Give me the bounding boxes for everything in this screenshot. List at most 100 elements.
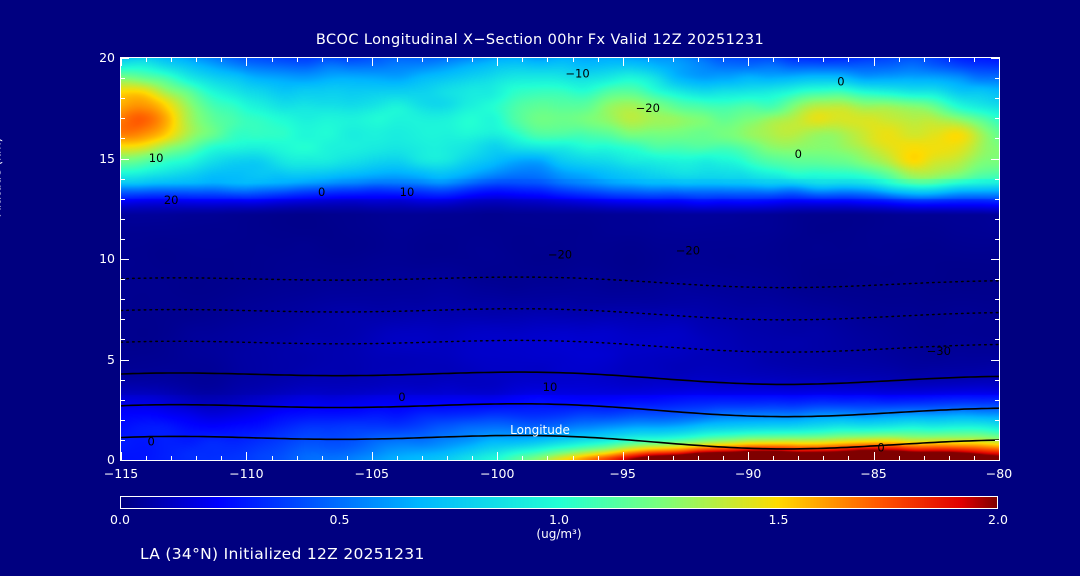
- y-axis-minor-tick-right: [995, 98, 999, 100]
- y-axis-minor-tick: [121, 178, 125, 180]
- y-axis-minor-tick: [121, 218, 125, 220]
- y-axis-minor-tick-right: [995, 178, 999, 180]
- contour-label: −20: [636, 101, 660, 115]
- x-axis-major-tick-top: [497, 58, 499, 66]
- x-axis-major-tick: [497, 452, 499, 460]
- x-axis-minor-tick-top: [697, 58, 699, 62]
- y-axis-minor-tick: [121, 379, 125, 381]
- x-axis-minor-tick: [923, 456, 925, 460]
- contour-label: −30: [927, 344, 951, 358]
- y-axis-major-tick-right: [991, 460, 999, 461]
- x-axis-major-tick-top: [246, 58, 248, 66]
- x-axis-minor-tick-top: [572, 58, 574, 62]
- x-axis-minor-tick-top: [396, 58, 398, 62]
- x-axis-minor-tick: [672, 456, 674, 460]
- y-axis-minor-tick: [121, 319, 125, 321]
- contour-label: 0: [398, 390, 405, 404]
- x-axis-minor-tick: [798, 456, 800, 460]
- contour-field-canvas: [121, 58, 999, 460]
- x-axis-minor-tick: [898, 456, 900, 460]
- x-axis-minor-tick: [522, 456, 524, 460]
- x-axis-minor-tick: [447, 456, 449, 460]
- x-axis-minor-tick-top: [221, 58, 223, 62]
- x-axis-tick-label: −90: [734, 466, 762, 481]
- y-axis-minor-tick-right: [995, 339, 999, 341]
- y-axis-minor-tick: [121, 118, 125, 120]
- y-axis-minor-tick-right: [995, 399, 999, 401]
- x-axis-minor-tick-top: [723, 58, 725, 62]
- x-axis-minor-tick: [296, 456, 298, 460]
- x-axis-minor-tick-top: [447, 58, 449, 62]
- x-axis-minor-tick-top: [321, 58, 323, 62]
- x-axis-minor-tick: [597, 456, 599, 460]
- x-axis-minor-tick-top: [196, 58, 198, 62]
- x-axis-minor-tick: [472, 456, 474, 460]
- y-axis-minor-tick: [121, 399, 125, 401]
- x-axis-minor-tick: [271, 456, 273, 460]
- page-title: BCOC Longitudinal X−Section 00hr Fx Vali…: [315, 32, 765, 48]
- y-axis-tick-label: 10: [99, 251, 115, 266]
- x-axis-minor-tick: [572, 456, 574, 460]
- x-axis-minor-tick: [773, 456, 775, 460]
- y-axis-minor-tick: [121, 138, 125, 140]
- x-axis-tick-label: −85: [860, 466, 887, 481]
- x-axis-minor-tick-top: [923, 58, 925, 62]
- y-axis-minor-tick-right: [995, 118, 999, 120]
- contour-label: 10: [543, 380, 558, 394]
- x-axis-minor-tick: [196, 456, 198, 460]
- x-axis-minor-tick: [973, 456, 975, 460]
- x-axis-tick-label: −95: [609, 466, 636, 481]
- x-axis-minor-tick: [697, 456, 699, 460]
- x-axis-minor-tick-top: [898, 58, 900, 62]
- x-axis-minor-tick-top: [522, 58, 524, 62]
- y-axis-tick-label: 15: [99, 150, 115, 166]
- contour-label: −20: [676, 243, 700, 257]
- contour-label: 0: [147, 434, 154, 448]
- y-axis-minor-tick-right: [995, 198, 999, 200]
- x-axis-minor-tick-top: [798, 58, 800, 62]
- x-axis-minor-tick: [146, 456, 148, 460]
- contour-label: 0: [877, 440, 884, 454]
- colorbar-tick-label: 2.0: [988, 512, 1008, 527]
- contour-label: 10: [149, 151, 164, 165]
- x-axis-minor-tick: [221, 456, 223, 460]
- x-axis-minor-tick-top: [171, 58, 173, 62]
- x-axis-major-tick: [121, 452, 122, 460]
- y-axis-major-tick: [121, 359, 129, 361]
- x-axis-tick-label: −100: [480, 466, 515, 481]
- y-axis-minor-tick: [121, 439, 125, 441]
- x-axis-minor-tick-top: [948, 58, 950, 62]
- y-axis-minor-tick: [121, 238, 125, 240]
- x-axis-tick-label: −80: [985, 466, 1013, 481]
- y-axis-major-tick-right: [991, 158, 999, 160]
- x-axis-major-tick: [748, 452, 750, 460]
- y-axis-minor-tick: [121, 419, 125, 421]
- x-axis-major-tick: [246, 452, 248, 460]
- x-axis-minor-tick-top: [472, 58, 474, 62]
- x-axis-minor-tick: [422, 456, 424, 460]
- x-axis-minor-tick-top: [848, 58, 850, 62]
- x-axis-minor-tick-top: [672, 58, 674, 62]
- y-axis-tick-label: 0: [107, 452, 115, 467]
- x-axis-minor-tick-top: [296, 58, 298, 62]
- y-axis-major-tick: [121, 58, 129, 59]
- y-axis-major-tick-right: [991, 259, 999, 260]
- colorbar-tick-label: 1.0: [549, 512, 569, 527]
- y-axis-major-tick-right: [991, 359, 999, 361]
- x-axis-tick-label: −105: [354, 466, 390, 481]
- colorbar-gradient: [121, 497, 997, 508]
- y-axis-minor-tick: [121, 198, 125, 200]
- contour-label: 20: [164, 193, 179, 207]
- x-axis-minor-tick: [647, 456, 649, 460]
- y-axis-minor-tick-right: [995, 218, 999, 220]
- colorbar-tick-label: 1.5: [768, 512, 789, 527]
- y-axis-major-tick: [121, 158, 129, 160]
- x-axis-minor-tick-top: [773, 58, 775, 62]
- x-axis-label: Longitude: [510, 423, 570, 437]
- y-axis-minor-tick-right: [995, 238, 999, 240]
- x-axis-major-tick: [873, 452, 875, 460]
- x-axis-minor-tick-top: [547, 58, 549, 62]
- x-axis-minor-tick-top: [973, 58, 975, 62]
- x-axis-major-tick-top: [873, 58, 875, 66]
- temperature-contour-overlay: 10 20 0 10 −10 −20 0 0 −20 −20 0 10 0 −30 0: [121, 67, 999, 454]
